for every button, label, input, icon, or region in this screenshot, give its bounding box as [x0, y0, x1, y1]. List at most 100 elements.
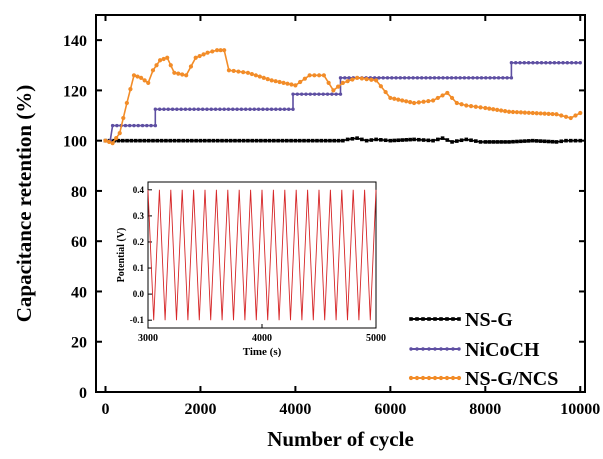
data-point	[170, 107, 175, 111]
data-point	[424, 76, 428, 80]
data-point	[210, 49, 215, 54]
legend-marker	[415, 317, 419, 321]
data-point	[157, 107, 162, 111]
data-point	[121, 115, 126, 121]
data-point	[454, 100, 459, 106]
data-point	[347, 76, 351, 80]
y-tick-label: 0	[79, 385, 87, 402]
series-line	[105, 61, 581, 142]
data-point	[464, 103, 469, 108]
y-tick-label: 120	[63, 83, 87, 100]
data-point	[241, 70, 246, 75]
data-point	[484, 76, 488, 80]
data-point	[123, 123, 128, 128]
data-point	[527, 139, 531, 143]
legend-marker	[414, 375, 420, 381]
data-point	[220, 138, 224, 143]
data-point	[408, 100, 413, 105]
data-point	[280, 138, 285, 143]
data-point	[321, 92, 325, 96]
data-point	[392, 96, 397, 101]
data-point	[499, 108, 504, 113]
legend-marker	[433, 317, 437, 321]
data-point	[542, 111, 547, 116]
inset-y-tick-label: 0.3	[133, 211, 145, 221]
data-point	[510, 109, 516, 115]
data-point	[459, 102, 464, 107]
data-point	[473, 104, 478, 109]
data-point	[213, 107, 218, 111]
data-point	[483, 105, 488, 111]
data-point	[179, 107, 183, 111]
data-point	[265, 107, 269, 111]
data-point	[267, 138, 272, 143]
data-point	[172, 70, 177, 75]
data-point	[535, 61, 539, 65]
data-point	[159, 138, 164, 143]
data-point	[421, 99, 426, 104]
inset-x-tick-label: 4000	[252, 333, 272, 344]
data-point	[548, 61, 552, 65]
data-point	[285, 81, 290, 86]
data-point	[205, 107, 209, 111]
main-plot: 0 2000 4000 6000 8000 10000 0 20 40 60 80 100 120 140…	[12, 14, 600, 451]
data-point	[392, 138, 397, 143]
series-nicoch	[103, 61, 582, 143]
x-tick-label: 0	[101, 401, 109, 418]
data-point	[151, 138, 155, 143]
data-point	[197, 53, 202, 59]
legend-entry: NS-G	[465, 309, 513, 331]
data-point	[241, 138, 246, 143]
data-point	[436, 137, 440, 142]
data-point	[546, 139, 551, 144]
data-point	[341, 138, 345, 143]
data-point	[369, 138, 374, 142]
legend-entry: NiCoCH	[465, 339, 540, 361]
data-point	[293, 83, 298, 88]
data-point	[454, 76, 458, 80]
data-point	[190, 138, 194, 143]
data-point	[269, 107, 274, 111]
data-point	[282, 107, 287, 111]
data-point	[140, 123, 145, 128]
legend-marker	[438, 375, 444, 381]
data-point	[164, 138, 168, 143]
data-point	[340, 80, 345, 85]
data-point	[157, 58, 163, 63]
data-point	[252, 107, 257, 111]
series-ns-g	[103, 136, 583, 144]
data-point	[131, 73, 137, 78]
data-point	[192, 107, 196, 111]
inset-y-tick-label: 0.0	[133, 289, 145, 299]
legend-marker	[451, 347, 455, 351]
data-point	[474, 139, 478, 143]
data-point	[538, 139, 543, 143]
data-point	[110, 123, 115, 128]
data-point	[400, 98, 405, 103]
data-point	[317, 73, 322, 78]
data-point	[544, 61, 548, 65]
data-point	[233, 138, 237, 143]
data-point	[404, 138, 408, 142]
data-point	[506, 109, 512, 114]
data-point	[132, 123, 136, 128]
data-point	[568, 115, 573, 121]
data-point	[161, 56, 166, 62]
data-point	[328, 138, 332, 143]
data-point	[201, 52, 206, 57]
data-point	[239, 107, 244, 111]
data-point	[445, 76, 450, 80]
data-point	[364, 76, 369, 82]
data-point	[336, 138, 341, 143]
data-point	[274, 107, 278, 111]
data-point	[103, 138, 108, 143]
data-point	[261, 107, 265, 111]
data-point	[502, 109, 508, 114]
data-point	[319, 138, 324, 143]
data-point	[315, 138, 319, 143]
data-point	[437, 76, 441, 80]
y-tick-label: 40	[71, 284, 87, 301]
data-point	[145, 123, 149, 128]
data-point	[198, 138, 203, 143]
data-point	[124, 100, 129, 106]
